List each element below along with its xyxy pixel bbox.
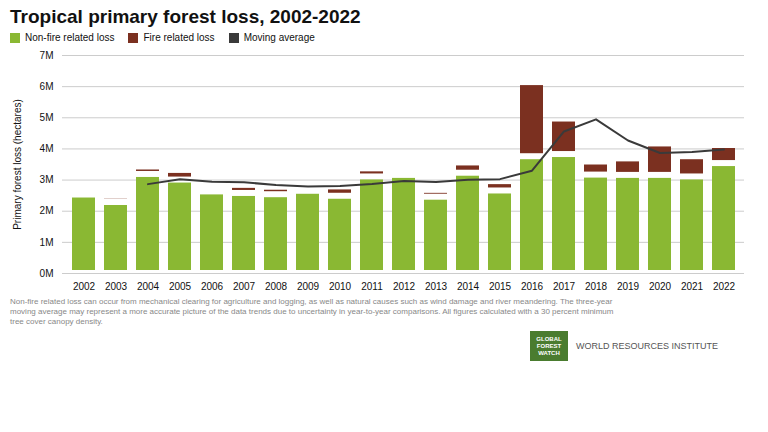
svg-text:2019: 2019: [617, 281, 640, 292]
svg-text:2021: 2021: [681, 281, 704, 292]
html-text:Non-fire related loss can occu: Non-fire related loss can occur from mec…: [10, 297, 613, 306]
svg-text:2017: 2017: [553, 281, 576, 292]
svg-text:6M: 6M: [40, 81, 54, 92]
svg-text:2012: 2012: [393, 281, 416, 292]
svg-text:2005: 2005: [169, 281, 192, 292]
svg-text:2006: 2006: [201, 281, 224, 292]
svg-text:2007: 2007: [233, 281, 256, 292]
html-text:Tropical primary forest loss,: Tropical primary forest loss, 2002-2022: [10, 6, 361, 27]
html-text:GLOBAL FOREST WATCH: GLOBAL FOREST WATCH: [536, 335, 562, 356]
svg-text:2011: 2011: [361, 281, 383, 292]
html-text:Non-fire related loss: Non-fire related loss: [25, 32, 115, 43]
html-text:tree cover canopy density.: tree cover canopy density.: [10, 317, 103, 326]
svg-text:2M: 2M: [40, 205, 54, 216]
svg-text:4M: 4M: [40, 143, 54, 154]
svg-text:2015: 2015: [489, 281, 512, 292]
svg-text:3M: 3M: [40, 174, 54, 185]
svg-text:1M: 1M: [40, 237, 54, 248]
svg-text:2013: 2013: [425, 281, 448, 292]
svg-text:0M: 0M: [40, 268, 54, 279]
html-text:Moving average: Moving average: [243, 32, 315, 43]
svg-text:2008: 2008: [265, 281, 288, 292]
svg-text:2004: 2004: [137, 281, 160, 292]
svg-text:2022: 2022: [713, 281, 736, 292]
svg-text:2003: 2003: [105, 281, 128, 292]
svg-text:2020: 2020: [649, 281, 672, 292]
svg-text:2016: 2016: [521, 281, 544, 292]
svg-text:2009: 2009: [297, 281, 320, 292]
svg-text:7M: 7M: [40, 50, 54, 61]
html-text:moving average may represent a: moving average may represent a more accu…: [10, 307, 614, 316]
svg-text:Primary forest loss (hectares): Primary forest loss (hectares): [12, 99, 23, 230]
html-text:Fire related loss: Fire related loss: [143, 32, 215, 43]
svg-text:2002: 2002: [73, 281, 96, 292]
svg-text:2018: 2018: [585, 281, 608, 292]
svg-text:5M: 5M: [40, 112, 54, 123]
svg-text:2010: 2010: [329, 281, 352, 292]
html-text:WORLD RESOURCES INSTITUTE: WORLD RESOURCES INSTITUTE: [576, 341, 718, 351]
svg-text:2014: 2014: [457, 281, 480, 292]
